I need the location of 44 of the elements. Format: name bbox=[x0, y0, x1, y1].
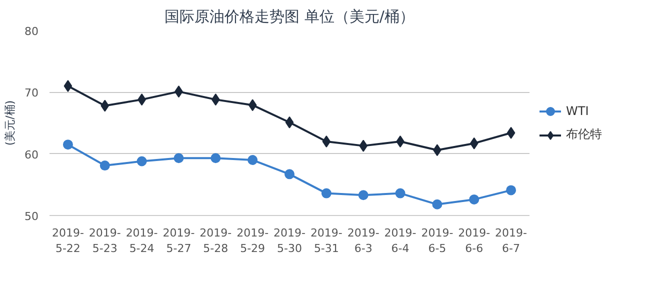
x-tick-label: 2019-5-23 bbox=[88, 226, 121, 256]
point bbox=[64, 80, 72, 92]
point bbox=[174, 153, 184, 164]
point bbox=[470, 137, 478, 150]
y-tick-label: 50 bbox=[24, 210, 39, 223]
point bbox=[62, 140, 73, 150]
point bbox=[248, 155, 258, 165]
x-tick-label: 2019-6-4 bbox=[384, 226, 416, 256]
chart-title: 国际原油价格走势图 单位（美元/桶） bbox=[164, 8, 414, 26]
point bbox=[358, 190, 368, 200]
point bbox=[359, 140, 368, 152]
point bbox=[248, 99, 257, 112]
point bbox=[100, 160, 110, 171]
legend-label: 布伦特 bbox=[566, 126, 602, 143]
y-tick-label: 60 bbox=[24, 148, 39, 162]
x-tick-label: 2019-5-29 bbox=[236, 226, 269, 256]
x-tick-label: 2019-6-6 bbox=[458, 226, 490, 256]
y-tick-label: 70 bbox=[24, 86, 39, 100]
x-tick-label: 2019-5-31 bbox=[310, 226, 342, 256]
x-tick-label: 2019-5-24 bbox=[126, 226, 158, 256]
x-tick-label: 2019-6-3 bbox=[347, 226, 380, 256]
x-tick-label: 2019-5-27 bbox=[162, 226, 195, 256]
x-tick-label: 2019-6-5 bbox=[421, 226, 454, 256]
point bbox=[100, 100, 110, 112]
point bbox=[396, 136, 404, 148]
point bbox=[211, 94, 220, 106]
x-tick-label: 2019-5-22 bbox=[52, 226, 84, 256]
point bbox=[136, 156, 147, 166]
point bbox=[395, 188, 406, 198]
point bbox=[506, 126, 516, 139]
point bbox=[322, 136, 331, 148]
point bbox=[506, 185, 516, 196]
x-tick-label: 2019-6-7 bbox=[495, 226, 528, 256]
point bbox=[285, 116, 294, 128]
y-axis-title: (美元/桶) bbox=[4, 100, 17, 146]
point bbox=[321, 188, 332, 198]
point bbox=[210, 153, 221, 164]
x-tick-label: 2019-5-28 bbox=[200, 226, 232, 256]
y-tick-label: 80 bbox=[24, 25, 39, 38]
legend-label: WTI bbox=[566, 104, 589, 118]
point bbox=[432, 199, 442, 210]
point bbox=[469, 194, 480, 204]
point bbox=[284, 169, 294, 180]
x-tick-label: 2019-5-30 bbox=[274, 226, 306, 256]
